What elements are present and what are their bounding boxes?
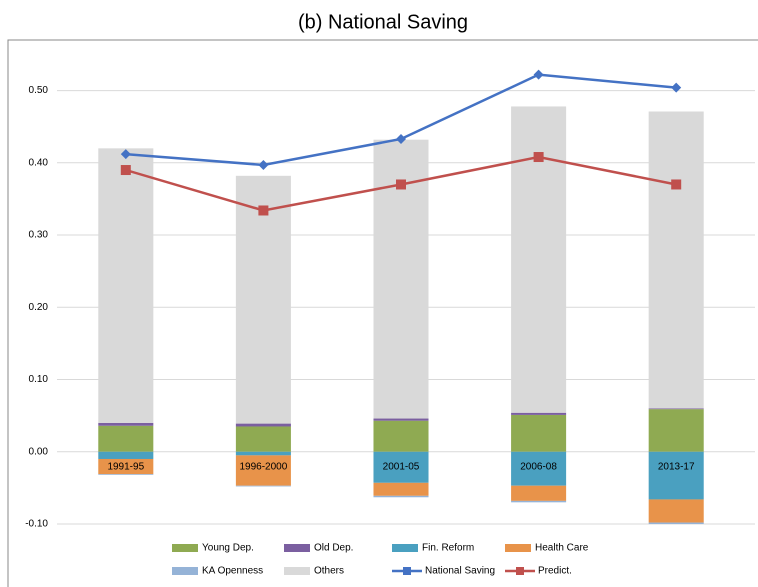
y-tick-label: 0.00 [29,446,49,457]
legend-swatch [392,544,418,552]
bar-segment [235,485,291,487]
legend-swatch [284,544,310,552]
bar-segment [235,175,291,424]
legend-label: Young Dep. [202,543,254,554]
legend-label: Old Dep. [314,543,353,554]
marker [671,82,682,93]
bar-segment [235,455,291,486]
marker [120,149,131,160]
legend-label: Others [314,566,344,577]
bar-segment [373,420,429,452]
chart-title: (b) National Saving [298,11,468,33]
bar-segment [511,412,567,415]
legend-swatch [172,567,198,575]
marker [533,152,544,163]
bar-segment [648,408,704,410]
x-tick-label: 2013-17 [658,461,695,472]
bar-segment [511,500,567,503]
bar-segment [98,451,154,459]
legend-swatch [172,544,198,552]
legend-label: Fin. Reform [422,543,474,554]
y-tick-label: -0.10 [25,519,48,530]
marker [258,159,269,170]
bar-segment [98,458,154,475]
bar-segment [98,425,154,452]
marker [533,69,544,80]
x-tick-label: 1991-95 [107,461,144,472]
legend-label: Health Care [535,543,589,554]
bar-segment [98,474,154,475]
bar-segment [648,409,704,452]
bar-segment [373,482,429,496]
bar-segment [235,423,291,427]
y-tick-label: 0.20 [29,302,49,313]
legend-marker [516,567,524,575]
legend-swatch [505,544,531,552]
x-tick-label: 1996-2000 [239,461,287,472]
legend-marker [403,567,411,575]
marker [258,205,269,216]
bar-segment [648,522,704,524]
marker [120,165,131,176]
bar-segment [235,451,291,456]
chart-frame [7,39,758,587]
y-tick-label: 0.10 [29,374,49,385]
bar-segment [373,495,429,498]
marker [396,179,406,190]
bar-segment [373,451,429,483]
y-tick-label: 0.40 [29,157,49,168]
x-tick-label: 2001-05 [383,461,420,472]
y-tick-label: 0.30 [29,230,49,241]
bar-segment [648,451,704,500]
legend-swatch [284,567,310,575]
bar-segment [511,414,567,452]
marker [396,133,406,144]
bar-segment [98,422,154,426]
bar-segment [648,499,704,523]
legend-label: National Saving [425,566,495,577]
legend-label: Predict. [538,566,572,577]
bar-segment [511,451,567,486]
x-tick-label: 2006-08 [520,461,557,472]
bar-segment [511,485,567,501]
bar-segment [648,111,704,409]
bar-segment [98,148,154,423]
y-tick-label: 0.50 [29,85,49,96]
bar-segment [373,418,429,421]
bar-segment [235,426,291,452]
marker [671,179,682,190]
legend-label: KA Openness [202,566,263,577]
